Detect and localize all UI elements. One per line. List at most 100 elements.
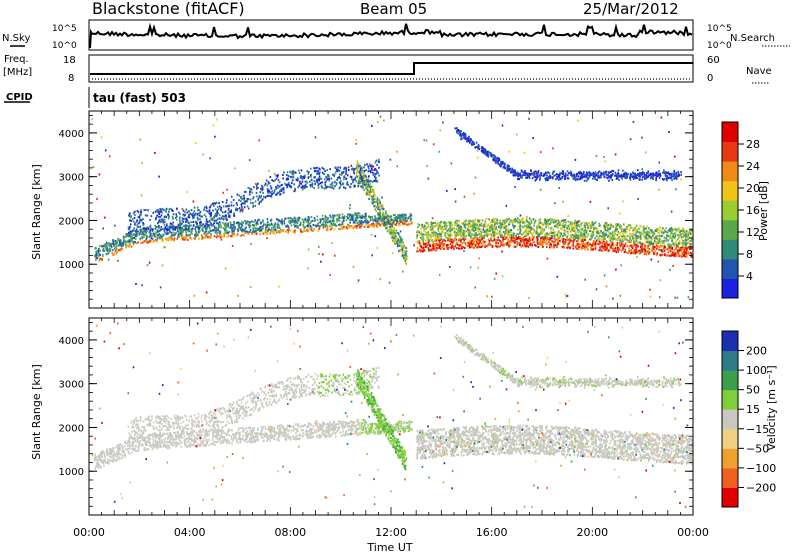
data-cell: [220, 224, 222, 227]
data-cell: [519, 220, 522, 223]
data-cell: [347, 225, 350, 228]
data-cell: [563, 225, 565, 228]
data-cell: [121, 245, 123, 248]
data-cell: [169, 224, 171, 227]
data-cell: [402, 224, 404, 226]
data-cell: [219, 233, 222, 236]
data-cell: [590, 248, 593, 251]
data-cell: [488, 234, 490, 236]
data-cell: [155, 209, 158, 212]
data-cell: [446, 246, 449, 249]
data-cell: [468, 219, 470, 222]
data-cell: [436, 223, 438, 226]
data-cell: [118, 249, 120, 252]
data-cell: [326, 228, 329, 231]
data-cell: [658, 231, 661, 234]
data-cell: [199, 221, 201, 224]
data-cell: [509, 220, 511, 223]
data-cell: [135, 234, 138, 237]
data-cell: [122, 235, 125, 238]
data-cell: [343, 167, 345, 170]
data-cell: [471, 226, 473, 229]
data-cell: [554, 235, 557, 238]
data-cell: [427, 223, 430, 226]
data-cell: [658, 240, 661, 243]
data-cell: [594, 245, 597, 248]
data-cell: [218, 221, 221, 224]
data-cell: [537, 225, 539, 228]
data-cell: [480, 232, 482, 235]
data-cell: [112, 240, 114, 243]
data-cell: [260, 230, 263, 233]
data-cell: [576, 242, 579, 245]
data-cell: [605, 224, 608, 227]
data-cell: [143, 240, 146, 243]
data-cell: [655, 246, 657, 249]
data-cell: [540, 241, 542, 244]
data-cell: [390, 225, 392, 228]
data-cell: [443, 247, 445, 250]
data-cell: [261, 185, 263, 188]
data-cell: [478, 240, 481, 243]
data-cell: [379, 205, 381, 207]
data-cell: [530, 222, 533, 225]
data-cell: [586, 223, 588, 226]
data-cell: [115, 240, 118, 243]
data-cell: [362, 221, 364, 224]
data-cell: [385, 221, 388, 224]
data-cell: [193, 209, 196, 212]
data-cell: [453, 232, 456, 234]
data-cell: [209, 221, 212, 224]
data-cell: [514, 241, 516, 244]
data-cell: [160, 214, 163, 217]
data-cell: [456, 243, 458, 246]
data-cell: [171, 234, 173, 237]
data-cell: [141, 228, 143, 231]
data-cell: [316, 166, 319, 169]
data-cell: [277, 186, 279, 189]
data-cell: [192, 217, 194, 220]
data-cell: [185, 232, 188, 235]
data-cell: [280, 221, 282, 224]
data-cell: [381, 219, 384, 222]
data-cell: [255, 184, 258, 187]
data-cell: [263, 195, 265, 198]
data-cell: [388, 216, 391, 219]
data-cell: [543, 233, 546, 236]
data-cell: [132, 229, 134, 232]
data-cell: [384, 218, 386, 220]
data-cell: [267, 223, 269, 226]
data-cell: [266, 225, 268, 228]
data-cell: [650, 239, 653, 242]
data-cell: [394, 213, 396, 216]
data-cell: [176, 215, 178, 218]
data-cell: [433, 224, 435, 227]
data-cell: [330, 222, 333, 225]
data-cell: [527, 221, 530, 224]
data-cell: [612, 231, 614, 234]
data-cell: [525, 239, 528, 242]
data-cell: [306, 228, 309, 231]
data-cell: [159, 207, 161, 210]
data-cell: [143, 236, 145, 239]
data-cell: [345, 177, 348, 180]
data-cell: [224, 223, 226, 226]
data-cell: [493, 239, 495, 242]
data-cell: [240, 204, 243, 207]
data-cell: [407, 223, 410, 226]
data-cell: [137, 226, 139, 228]
data-cell: [267, 220, 269, 223]
data-cell: [512, 224, 514, 227]
data-cell: [499, 231, 502, 234]
data-cell: [368, 175, 370, 178]
data-cell: [509, 229, 512, 232]
data-cell: [619, 232, 621, 234]
data-cell: [578, 246, 580, 248]
data-cell: [644, 250, 647, 253]
data-cell: [205, 232, 208, 235]
data-cell: [592, 239, 595, 242]
data-cell: [106, 241, 108, 244]
data-cell: [460, 239, 462, 242]
data-cell: [597, 233, 600, 236]
data-cell: [162, 218, 164, 221]
